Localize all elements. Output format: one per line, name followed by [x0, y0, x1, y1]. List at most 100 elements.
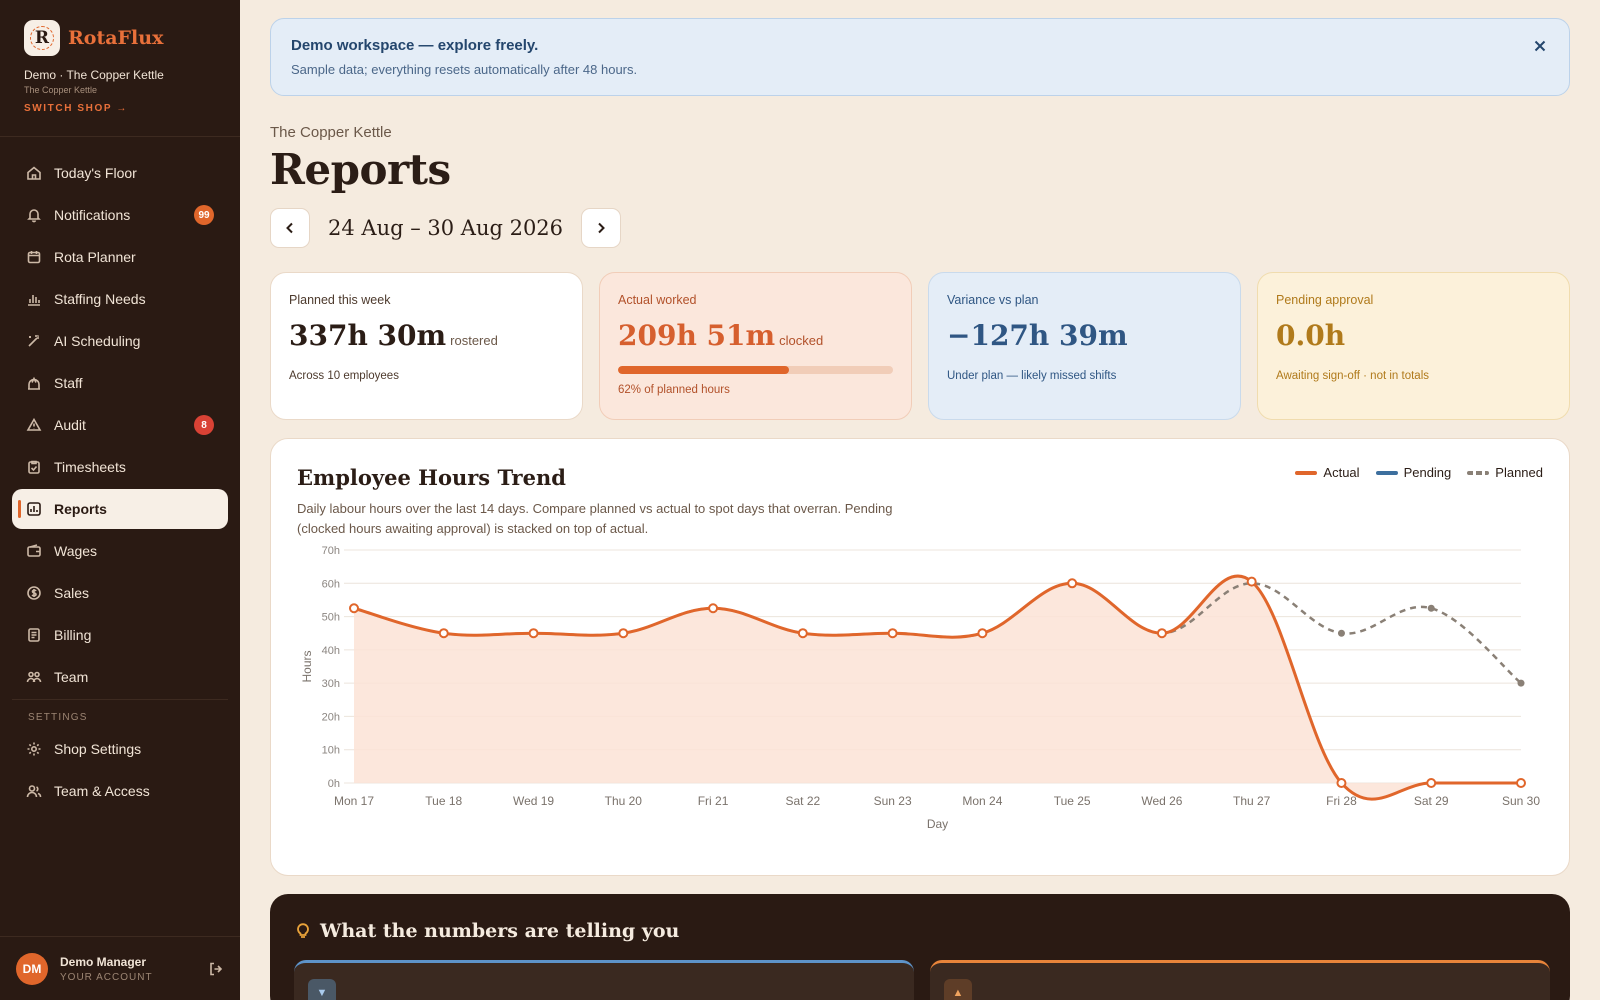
report-icon [26, 501, 42, 517]
account-text: Demo Manager YOUR ACCOUNT [60, 955, 153, 983]
sidebar-item-shop-settings[interactable]: Shop Settings [12, 729, 228, 769]
actual-progress-fill [618, 366, 789, 374]
users-icon [26, 783, 42, 799]
chart-title: Employee Hours Trend [297, 465, 566, 490]
week-label: 24 Aug – 30 Aug 2026 [328, 216, 564, 240]
legend-label: Actual [1323, 465, 1360, 480]
avatar[interactable]: DM [16, 952, 48, 985]
sidebar-item-wages[interactable]: Wages [12, 531, 228, 571]
sidebar-nav: Today's Floor Notifications 99 Rota Plan… [0, 153, 240, 697]
x-tick-label: Thu 20 [605, 794, 643, 808]
y-tick-label: 10h [322, 745, 340, 757]
demo-banner: Demo workspace — explore freely. Sample … [270, 18, 1570, 96]
chevron-right-icon [598, 222, 605, 234]
kpi-label: Variance vs plan [947, 293, 1039, 307]
wand-icon [26, 333, 42, 349]
y-tick-label: 60h [322, 578, 340, 590]
account-panel[interactable]: DM Demo Manager YOUR ACCOUNT [0, 936, 240, 1000]
account-subtitle: YOUR ACCOUNT [60, 971, 153, 983]
sidebar-item-billing[interactable]: Billing [12, 615, 228, 655]
sidebar-item-label: Timesheets [54, 459, 126, 475]
sidebar-item-notifications[interactable]: Notifications 99 [12, 195, 228, 235]
dollar-icon [26, 585, 42, 601]
kpi-label: Actual worked [618, 293, 697, 307]
kpi-actual: Actual worked 209h 51m clocked 62% of pla… [599, 272, 912, 420]
sidebar-item-sales[interactable]: Sales [12, 573, 228, 613]
sidebar-item-team-access[interactable]: Team & Access [12, 771, 228, 811]
sidebar-item-label: Reports [54, 501, 107, 517]
sidebar-divider [0, 136, 240, 137]
sidebar-item-label: Staffing Needs [54, 291, 146, 307]
brand-name: RotaFlux [68, 26, 164, 49]
planned-point [1427, 604, 1435, 612]
kpi-note: Under plan — likely missed shifts [947, 370, 1117, 382]
y-tick-label: 70h [322, 545, 340, 557]
main-content: Demo workspace — explore freely. Sample … [270, 18, 1570, 1000]
kpi-unit: rostered [450, 333, 498, 348]
x-tick-label: Fri 21 [698, 794, 729, 808]
actual-point [1516, 778, 1526, 788]
sidebar-item-label: Team [54, 669, 89, 685]
x-tick-label: Mon 24 [962, 794, 1002, 808]
actual-point [1246, 576, 1257, 587]
actual-point [1067, 578, 1078, 589]
sidebar-item-todays-floor[interactable]: Today's Floor [12, 153, 228, 193]
x-tick-label: Sat 22 [785, 794, 820, 808]
actual-point [977, 628, 988, 639]
x-tick-label: Thu 27 [1233, 794, 1271, 808]
sidebar-item-label: AI Scheduling [54, 333, 141, 349]
kpi-value-number: 209h 51m [618, 319, 776, 352]
logout-icon[interactable] [208, 961, 224, 977]
x-tick-label: Wed 26 [1141, 794, 1182, 808]
insight-card-down[interactable]: ▼ [294, 960, 914, 1000]
legend-item-actual[interactable]: Actual [1295, 465, 1360, 480]
legend-swatch-planned [1467, 470, 1490, 475]
close-icon[interactable] [1531, 37, 1549, 55]
sidebar-item-reports[interactable]: Reports [12, 489, 228, 529]
actual-progress-bar [618, 366, 893, 374]
kpi-label: Pending approval [1276, 293, 1374, 307]
previous-week-button[interactable] [270, 208, 310, 248]
next-week-button[interactable] [581, 208, 622, 248]
x-tick-label: Sun 30 [1502, 794, 1540, 808]
kpi-planned: Planned this week 337h 30m rostered Acros… [270, 272, 583, 420]
sidebar-item-staff[interactable]: Staff [12, 363, 228, 403]
sidebar-item-staffing-needs[interactable]: Staffing Needs [12, 279, 228, 319]
kpi-value: 337h 30m rostered [289, 319, 564, 352]
kpi-note: Across 10 employees [289, 370, 399, 382]
y-tick-label: 40h [322, 645, 340, 657]
legend-swatch-actual [1295, 470, 1318, 475]
sidebar-item-ai-scheduling[interactable]: AI Scheduling [12, 321, 228, 361]
settings-section-label: SETTINGS [28, 712, 88, 723]
legend-item-planned[interactable]: Planned [1467, 465, 1543, 480]
sidebar-item-label: Billing [54, 627, 92, 643]
x-tick-label: Wed 19 [513, 794, 554, 808]
legend-item-pending[interactable]: Pending [1375, 465, 1451, 480]
x-tick-label: Sun 23 [874, 794, 912, 808]
billing-icon [26, 627, 42, 643]
y-tick-label: 0h [328, 778, 340, 790]
sidebar-item-rota-planner[interactable]: Rota Planner [12, 237, 228, 277]
x-tick-label: Mon 17 [334, 794, 374, 808]
sidebar-item-label: Rota Planner [54, 249, 136, 265]
brand[interactable]: R RotaFlux [0, 0, 240, 56]
clipboard-icon [26, 459, 42, 475]
kpi-unit: clocked [779, 333, 824, 348]
sidebar-item-label: Sales [54, 585, 90, 601]
sidebar-item-audit[interactable]: Audit 8 [12, 405, 228, 445]
lightbulb-icon [294, 921, 312, 939]
actual-point [1336, 778, 1347, 788]
bar-chart-icon [26, 291, 42, 307]
trend-up-icon: ▲ [944, 979, 972, 1000]
sidebar-item-label: Audit [54, 417, 86, 433]
insight-card-up[interactable]: ▲ [930, 960, 1550, 1000]
team-icon [26, 669, 42, 685]
sidebar-item-team[interactable]: Team [12, 657, 228, 697]
sidebar-item-timesheets[interactable]: Timesheets [12, 447, 228, 487]
kpi-value: 209h 51m clocked [618, 319, 893, 352]
actual-point [438, 628, 449, 639]
x-tick-label: Tue 18 [425, 794, 462, 808]
sidebar-item-label: Notifications [54, 207, 131, 223]
banner-text: Sample data; everything resets automatic… [291, 62, 638, 77]
switch-shop-link[interactable]: SWITCH SHOP → [24, 103, 128, 114]
